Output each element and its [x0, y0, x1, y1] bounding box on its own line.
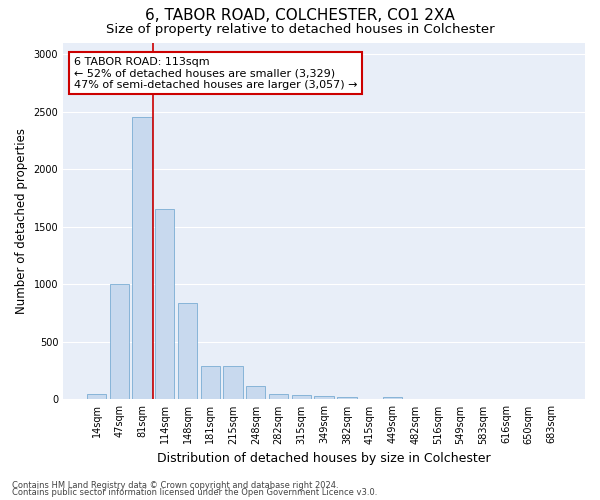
Bar: [87, 394, 106, 400]
Text: 6 TABOR ROAD: 113sqm
← 52% of detached houses are smaller (3,329)
47% of semi-de: 6 TABOR ROAD: 113sqm ← 52% of detached h…: [74, 57, 357, 90]
Bar: [269, 394, 288, 400]
Text: Size of property relative to detached houses in Colchester: Size of property relative to detached ho…: [106, 22, 494, 36]
Bar: [314, 396, 334, 400]
Bar: [110, 284, 129, 400]
Text: Contains public sector information licensed under the Open Government Licence v3: Contains public sector information licen…: [12, 488, 377, 497]
Text: Contains HM Land Registry data © Crown copyright and database right 2024.: Contains HM Land Registry data © Crown c…: [12, 480, 338, 490]
Text: 6, TABOR ROAD, COLCHESTER, CO1 2XA: 6, TABOR ROAD, COLCHESTER, CO1 2XA: [145, 8, 455, 22]
Bar: [246, 386, 265, 400]
Bar: [223, 366, 243, 400]
Bar: [133, 118, 152, 400]
Bar: [337, 397, 356, 400]
X-axis label: Distribution of detached houses by size in Colchester: Distribution of detached houses by size …: [157, 452, 491, 465]
Bar: [178, 302, 197, 400]
Y-axis label: Number of detached properties: Number of detached properties: [15, 128, 28, 314]
Bar: [155, 210, 175, 400]
Bar: [383, 396, 402, 400]
Bar: [292, 395, 311, 400]
Bar: [200, 366, 220, 400]
